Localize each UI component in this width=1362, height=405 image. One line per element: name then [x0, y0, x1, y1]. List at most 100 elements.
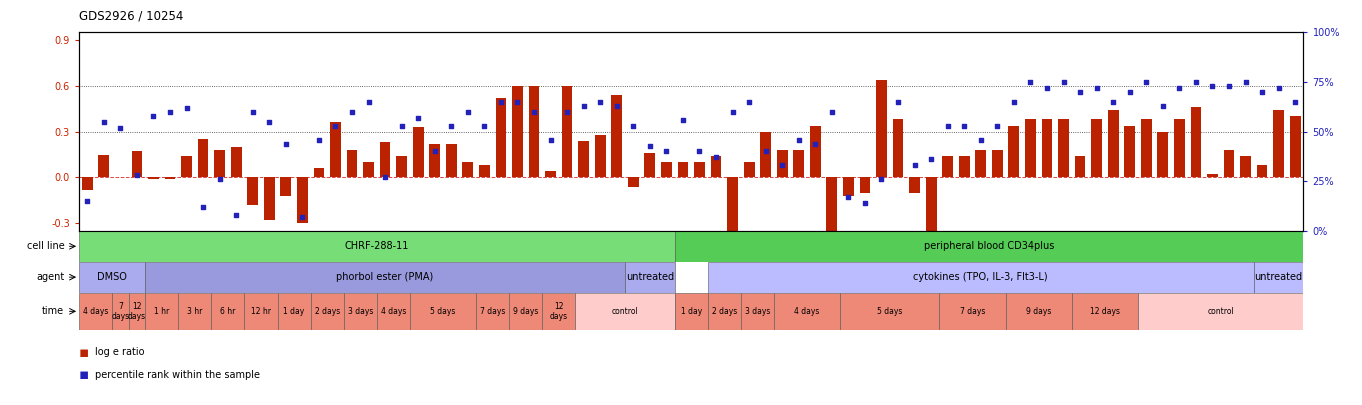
Bar	[1124, 126, 1135, 177]
Bar	[644, 153, 655, 177]
Bar	[1008, 126, 1019, 177]
Bar	[1254, 262, 1303, 292]
Bar	[377, 292, 410, 330]
Bar	[992, 150, 1002, 177]
Point	[340, 109, 362, 115]
Point	[573, 102, 595, 109]
Text: 3 days: 3 days	[745, 307, 770, 316]
Text: untreated: untreated	[625, 272, 674, 282]
Point	[1234, 79, 1256, 85]
Point	[1185, 79, 1207, 85]
Point	[805, 140, 827, 147]
Bar	[940, 292, 1005, 330]
Bar	[343, 292, 377, 330]
Bar	[744, 162, 755, 177]
Text: 4 days: 4 days	[381, 307, 406, 316]
Point	[424, 148, 445, 155]
Bar	[1207, 175, 1218, 177]
Bar	[132, 151, 142, 177]
Point	[208, 176, 230, 183]
Point	[324, 122, 346, 129]
Bar	[230, 147, 241, 177]
Bar	[364, 162, 375, 177]
Bar	[794, 150, 804, 177]
Point	[887, 99, 908, 105]
Point	[937, 122, 959, 129]
Point	[507, 99, 528, 105]
Bar	[1139, 292, 1303, 330]
Point	[1268, 85, 1290, 91]
Bar	[1290, 116, 1301, 177]
Bar	[840, 292, 940, 330]
Text: 3 hr: 3 hr	[187, 307, 203, 316]
Bar	[148, 177, 159, 179]
Text: phorbol ester (PMA): phorbol ester (PMA)	[336, 272, 433, 282]
Text: 2 days: 2 days	[712, 307, 737, 316]
Bar	[774, 292, 840, 330]
Bar	[926, 177, 937, 232]
Bar	[181, 156, 192, 177]
Bar	[244, 292, 278, 330]
Bar	[695, 162, 706, 177]
Bar	[1158, 132, 1169, 177]
Bar	[1091, 119, 1102, 177]
Point	[1086, 85, 1107, 91]
Bar	[1075, 156, 1086, 177]
Point	[127, 172, 148, 179]
Point	[275, 140, 297, 147]
Point	[1136, 79, 1158, 85]
Bar	[380, 142, 391, 177]
Bar	[542, 292, 575, 330]
Bar	[810, 126, 821, 177]
Point	[1069, 89, 1091, 95]
Bar	[509, 292, 542, 330]
Bar	[1223, 150, 1234, 177]
Point	[159, 109, 181, 115]
Bar	[741, 292, 774, 330]
Text: GDS2926 / 10254: GDS2926 / 10254	[79, 9, 184, 22]
Bar	[211, 292, 244, 330]
Bar	[711, 156, 722, 177]
Bar	[661, 162, 671, 177]
Point	[838, 194, 859, 200]
Text: time: time	[42, 306, 64, 316]
Point	[738, 99, 760, 105]
Point	[904, 162, 926, 168]
Bar	[477, 292, 509, 330]
Bar	[625, 262, 674, 292]
Bar	[827, 177, 838, 239]
Text: 2 days: 2 days	[315, 307, 339, 316]
Text: 4 days: 4 days	[83, 307, 108, 316]
Text: 9 days: 9 days	[513, 307, 538, 316]
Text: 1 day: 1 day	[681, 307, 701, 316]
Point	[655, 148, 677, 155]
Bar	[674, 292, 708, 330]
Bar	[545, 171, 556, 177]
Bar	[876, 80, 887, 177]
Text: 12 hr: 12 hr	[251, 307, 271, 316]
Bar	[843, 177, 854, 196]
Text: control: control	[612, 307, 639, 316]
Bar	[674, 231, 1303, 262]
Point	[76, 198, 98, 205]
Point	[970, 136, 992, 143]
Bar	[561, 86, 572, 177]
Bar	[727, 177, 738, 232]
Bar	[281, 177, 291, 196]
Bar	[146, 292, 178, 330]
Bar	[975, 150, 986, 177]
Point	[93, 118, 114, 125]
Bar	[708, 292, 741, 330]
Bar	[165, 177, 176, 179]
Bar	[1042, 119, 1053, 177]
Text: percentile rank within the sample: percentile rank within the sample	[95, 370, 260, 379]
Point	[953, 122, 975, 129]
Text: 12
days: 12 days	[550, 302, 568, 321]
Bar	[214, 150, 225, 177]
Bar	[708, 262, 1254, 292]
Bar	[1072, 292, 1139, 330]
Bar	[1174, 119, 1185, 177]
Point	[474, 122, 496, 129]
Text: 4 days: 4 days	[794, 307, 820, 316]
Bar	[410, 292, 477, 330]
